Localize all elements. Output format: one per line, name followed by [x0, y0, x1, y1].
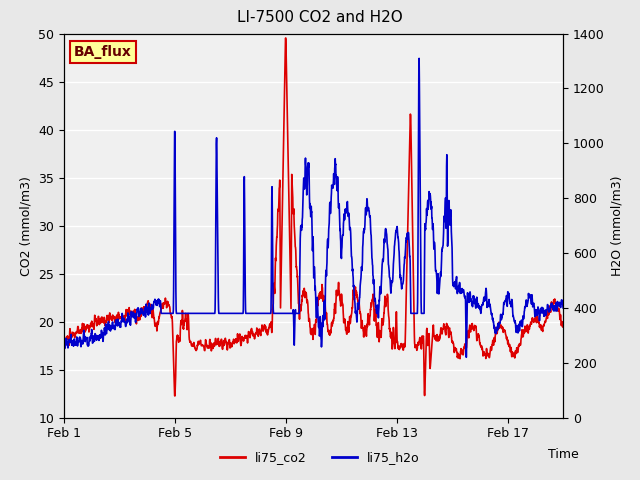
- li75_h2o: [545, 308, 553, 313]
- li75_co2: [290, 216, 298, 221]
- li75_co2: [60, 333, 68, 338]
- Legend: li75_co2, li75_h2o: li75_co2, li75_h2o: [215, 446, 425, 469]
- li75_co2: [86, 327, 93, 333]
- li75_h2o: [415, 56, 423, 61]
- Y-axis label: H2O (mmol/m3): H2O (mmol/m3): [611, 175, 623, 276]
- li75_h2o: [559, 305, 567, 311]
- li75_h2o: [463, 354, 470, 360]
- li75_h2o: [60, 345, 68, 350]
- Line: li75_co2: li75_co2: [64, 38, 563, 396]
- li75_co2: [282, 35, 289, 41]
- Y-axis label: CO2 (mmol/m3): CO2 (mmol/m3): [20, 176, 33, 276]
- li75_co2: [303, 297, 311, 303]
- li75_h2o: [454, 291, 461, 297]
- li75_h2o: [303, 192, 310, 198]
- li75_h2o: [290, 311, 298, 317]
- li75_h2o: [545, 309, 553, 315]
- li75_co2: [559, 324, 567, 329]
- li75_co2: [545, 305, 553, 311]
- li75_co2: [171, 393, 179, 399]
- Text: LI-7500 CO2 and H2O: LI-7500 CO2 and H2O: [237, 10, 403, 24]
- li75_co2: [454, 353, 461, 359]
- X-axis label: Time: Time: [548, 448, 579, 461]
- Line: li75_h2o: li75_h2o: [64, 59, 563, 357]
- li75_h2o: [86, 335, 93, 340]
- li75_co2: [545, 311, 553, 316]
- Text: BA_flux: BA_flux: [74, 45, 132, 59]
